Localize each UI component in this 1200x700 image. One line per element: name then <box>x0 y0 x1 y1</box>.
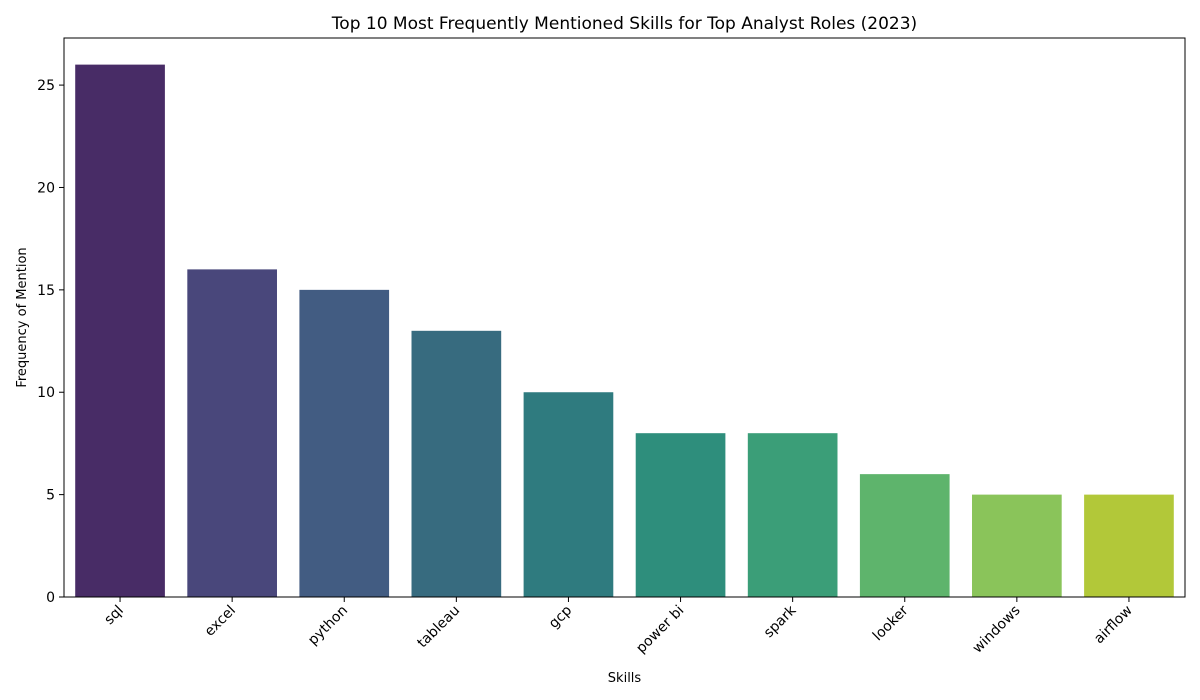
x-tick-label: windows <box>970 603 1024 657</box>
y-tick-label: 15 <box>37 283 55 299</box>
x-tick-label: spark <box>761 602 800 641</box>
bar-looker <box>859 474 950 597</box>
y-tick-label: 20 <box>37 180 55 196</box>
bar-windows <box>972 494 1062 597</box>
bar-python <box>299 289 390 597</box>
bar-sql <box>75 64 165 598</box>
x-axis: sql excel python tableau gcp power bi spark loo… <box>101 597 1136 657</box>
bar-gcp <box>523 392 614 597</box>
bar-airflow <box>1084 494 1174 597</box>
y-tick-label: 5 <box>46 488 55 504</box>
bar-power-bi <box>635 433 726 597</box>
x-tick-label: excel <box>202 603 239 640</box>
y-tick-label: 10 <box>37 385 55 401</box>
plot-frame <box>63 37 1186 598</box>
y-axis-label: Frequency of Mention <box>15 247 30 387</box>
bar-excel <box>187 269 277 597</box>
y-tick-label: 25 <box>37 78 55 94</box>
y-axis: 0 5 10 15 20 25 <box>37 78 64 606</box>
x-tick-label: gcp <box>546 602 575 631</box>
bars-group <box>75 64 1174 598</box>
x-axis-label: Skills <box>608 671 642 686</box>
x-tick-label: python <box>305 603 351 649</box>
x-tick-label: airflow <box>1091 603 1136 648</box>
bar-tableau <box>411 330 502 597</box>
x-tick-label: looker <box>870 602 912 644</box>
bar-spark <box>747 433 838 597</box>
y-tick-label: 0 <box>46 590 55 606</box>
x-tick-label: power bi <box>633 603 687 657</box>
x-tick-label: tableau <box>414 603 463 652</box>
chart-title: Top 10 Most Frequently Mentioned Skills … <box>331 14 917 34</box>
x-tick-label: sql <box>101 603 127 629</box>
